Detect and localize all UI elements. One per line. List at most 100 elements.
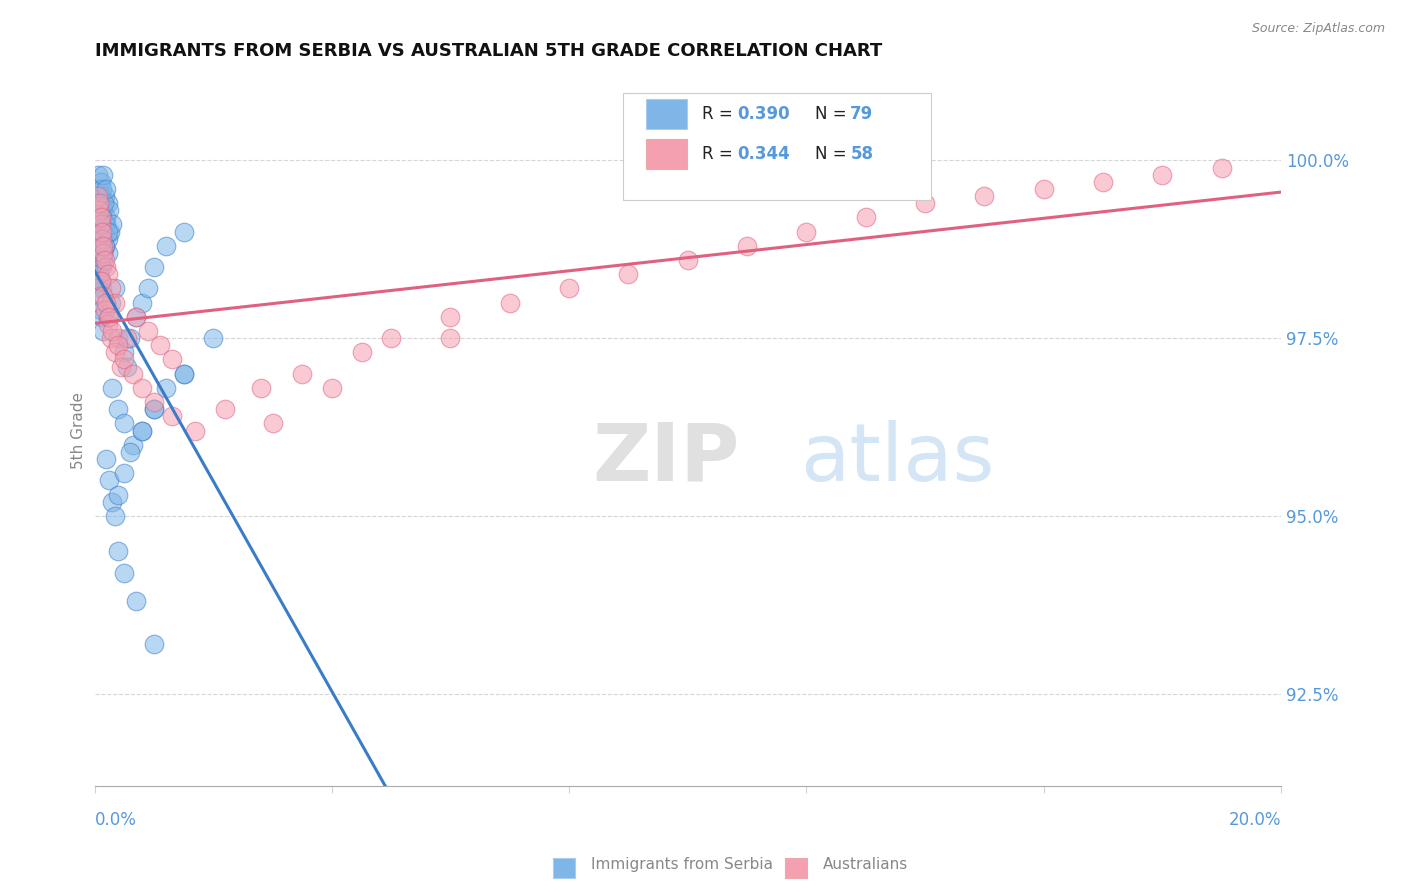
Point [131,381,153,395]
Point [173,367,195,381]
Point [122,438,145,452]
Point [97,232,120,246]
Point [107,487,129,501]
Point [107,402,129,417]
Point [94,252,117,267]
Point [380,331,402,345]
Point [125,594,148,608]
Point [101,381,124,395]
Point [89,218,111,232]
Text: 0.344: 0.344 [738,145,790,163]
Point [104,281,127,295]
Point [90,225,112,239]
Point [91,252,114,267]
Point [94,239,117,253]
Point [131,295,153,310]
Point [89,175,111,189]
Point [107,544,129,558]
Point [98,225,121,239]
Point [125,310,148,324]
Point [104,345,127,359]
Text: IMMIGRANTS FROM SERBIA VS AUSTRALIAN 5TH GRADE CORRELATION CHART: IMMIGRANTS FROM SERBIA VS AUSTRALIAN 5TH… [94,42,882,60]
Point [93,203,115,218]
Point [142,637,165,651]
Point [160,409,183,424]
Point [94,239,117,253]
Point [97,310,120,324]
Point [321,381,343,395]
Text: ZIP: ZIP [593,420,740,498]
Point [558,281,581,295]
Point [499,295,522,310]
Point [89,267,111,281]
Point [136,281,159,295]
Point [439,310,461,324]
Point [914,196,936,211]
Text: 79: 79 [851,104,873,122]
Point [91,288,114,302]
Point [110,359,132,374]
Point [96,218,118,232]
Point [96,260,118,274]
FancyBboxPatch shape [647,139,686,169]
Point [89,274,111,288]
Point [120,331,142,345]
Point [104,295,127,310]
Point [94,225,117,239]
Point [94,302,117,317]
Text: 20.0%: 20.0% [1229,811,1281,829]
Point [112,466,135,480]
Point [89,302,111,317]
Point [90,281,112,295]
Point [86,168,108,182]
Y-axis label: 5th Grade: 5th Grade [72,392,86,469]
Point [155,381,177,395]
Point [86,189,108,203]
Point [93,168,115,182]
Point [96,211,118,225]
Point [142,260,165,274]
Point [89,189,111,203]
Point [125,310,148,324]
Point [97,267,120,281]
FancyBboxPatch shape [623,93,931,200]
Point [93,245,115,260]
Point [101,494,124,508]
Point [439,331,461,345]
Point [112,345,135,359]
Point [90,232,112,246]
Point [1152,168,1174,182]
Point [97,196,120,211]
Point [89,196,111,211]
Text: R =: R = [702,145,738,163]
Point [91,232,114,246]
Point [89,274,111,288]
Point [91,324,114,338]
Text: Australians: Australians [823,857,908,872]
Point [676,252,699,267]
Point [96,452,118,467]
Point [96,182,118,196]
Point [90,225,112,239]
Point [101,218,124,232]
Text: N =: N = [814,145,852,163]
Point [89,239,111,253]
Text: atlas: atlas [800,420,995,498]
Point [112,566,135,580]
Point [796,225,818,239]
Point [142,402,165,417]
Point [262,417,284,431]
Point [131,424,153,438]
Point [89,203,111,218]
Point [291,367,314,381]
Point [90,310,112,324]
Text: 0.0%: 0.0% [94,811,136,829]
Point [115,359,138,374]
Point [90,196,112,211]
Point [90,182,112,196]
Point [89,211,111,225]
Point [149,338,172,352]
Point [112,352,135,367]
Point [93,196,115,211]
Point [1211,161,1233,175]
